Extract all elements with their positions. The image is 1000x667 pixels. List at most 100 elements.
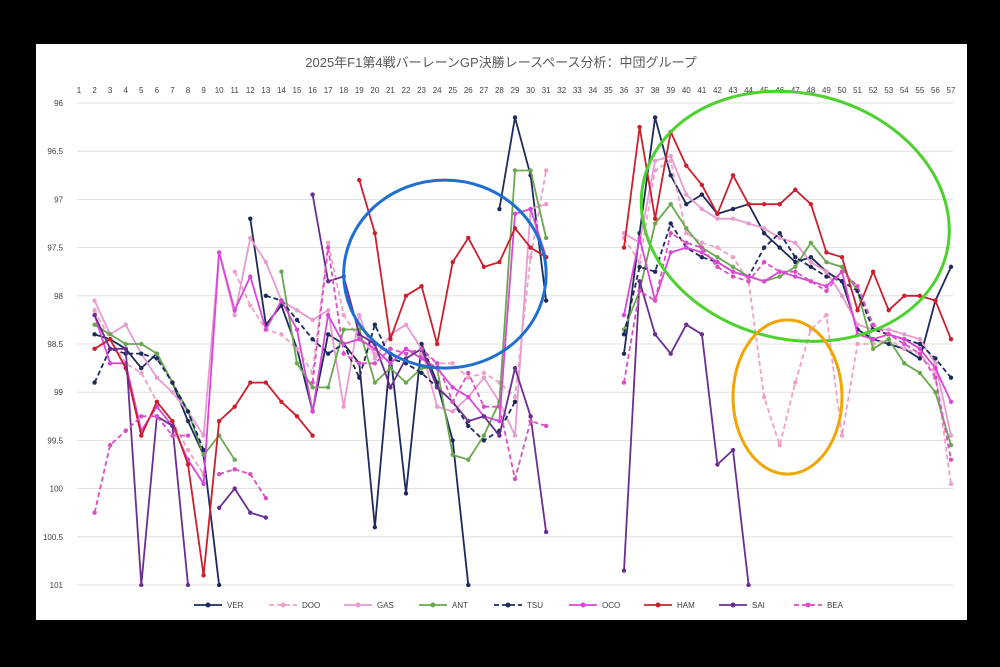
data-point (512, 399, 518, 405)
x-tick-label: 4 (123, 86, 128, 95)
data-point (917, 370, 923, 376)
series-tsu (92, 221, 954, 453)
x-tick-label: 40 (682, 86, 691, 95)
data-point (372, 380, 378, 385)
data-point (154, 356, 160, 361)
data-point (528, 255, 533, 260)
legend-item-ham: HAM (644, 601, 695, 610)
data-point (902, 341, 907, 347)
data-point (684, 226, 689, 231)
data-point (403, 346, 409, 352)
data-point (886, 308, 891, 313)
data-point (185, 418, 191, 424)
series-line (623, 116, 952, 360)
data-point (403, 380, 409, 385)
data-point (372, 356, 378, 361)
data-point (481, 370, 487, 376)
legend-label: TSU (527, 601, 543, 610)
data-point (497, 433, 502, 438)
data-point (933, 361, 938, 366)
data-point (808, 202, 814, 207)
x-tick-label: 41 (697, 86, 706, 95)
legend-item-bea: BEA (794, 601, 844, 610)
series-line (93, 309, 205, 475)
data-point (310, 433, 315, 438)
legend-marker (730, 602, 736, 608)
data-point (528, 418, 533, 424)
data-point (684, 230, 689, 236)
y-tick-label: 97.5 (47, 244, 63, 253)
data-point (730, 206, 736, 212)
y-tick-label: 100.5 (43, 533, 64, 542)
data-point (948, 481, 954, 486)
data-point (668, 250, 673, 255)
data-point (419, 346, 424, 352)
y-tick-label: 98.5 (47, 340, 63, 349)
data-point (466, 235, 471, 241)
x-tick-label: 50 (838, 86, 847, 95)
data-point (372, 230, 378, 236)
legend-label: BEA (827, 601, 844, 610)
data-point (637, 124, 642, 130)
data-point (310, 336, 315, 342)
data-point (325, 240, 331, 245)
data-point (325, 279, 331, 284)
series-ver (92, 115, 954, 587)
data-point (761, 226, 767, 231)
data-point (450, 452, 455, 458)
x-tick-label: 30 (526, 86, 535, 95)
x-tick-label: 32 (557, 86, 566, 95)
chart-title: 2025年F1第4戦バーレーンGP決勝レースペース分析：中団グループ (305, 55, 696, 70)
data-point (621, 245, 627, 250)
series-line (623, 237, 952, 403)
data-point (808, 240, 814, 245)
series-line (93, 208, 547, 485)
x-tick-label: 13 (261, 86, 270, 95)
data-point (419, 283, 424, 289)
data-point (948, 399, 954, 405)
data-point (248, 510, 253, 515)
data-point (839, 264, 845, 270)
data-point (263, 496, 269, 501)
data-point (839, 293, 845, 298)
legend-marker (205, 602, 211, 608)
data-point (232, 457, 237, 462)
data-point (761, 202, 767, 207)
data-point (777, 245, 782, 250)
data-point (652, 221, 658, 226)
data-point (201, 573, 206, 578)
data-point (855, 341, 860, 347)
x-tick-label: 26 (464, 86, 473, 95)
data-point (325, 245, 331, 250)
data-point (824, 250, 829, 255)
data-point (388, 346, 393, 352)
data-point (139, 414, 144, 419)
data-point (434, 385, 440, 390)
data-point (388, 336, 393, 342)
data-point (201, 447, 206, 453)
data-point (310, 192, 315, 197)
data-point (294, 327, 300, 332)
legend-item-ant: ANT (419, 601, 468, 610)
data-point (730, 269, 736, 274)
data-point (357, 332, 362, 337)
data-point (746, 582, 751, 587)
data-point (715, 216, 720, 221)
x-tick-label: 17 (324, 86, 333, 95)
data-point (450, 438, 455, 443)
data-point (543, 298, 549, 303)
data-point (92, 346, 97, 352)
data-point (481, 264, 487, 270)
x-tick-label: 15 (293, 86, 302, 95)
x-tick-label: 28 (495, 86, 504, 95)
data-point (715, 264, 720, 270)
data-point (154, 375, 160, 380)
data-point (699, 332, 705, 337)
data-point (917, 293, 923, 298)
data-point (170, 423, 175, 429)
data-point (730, 173, 736, 178)
data-point (824, 288, 829, 294)
data-point (948, 457, 954, 462)
data-point (902, 293, 907, 298)
